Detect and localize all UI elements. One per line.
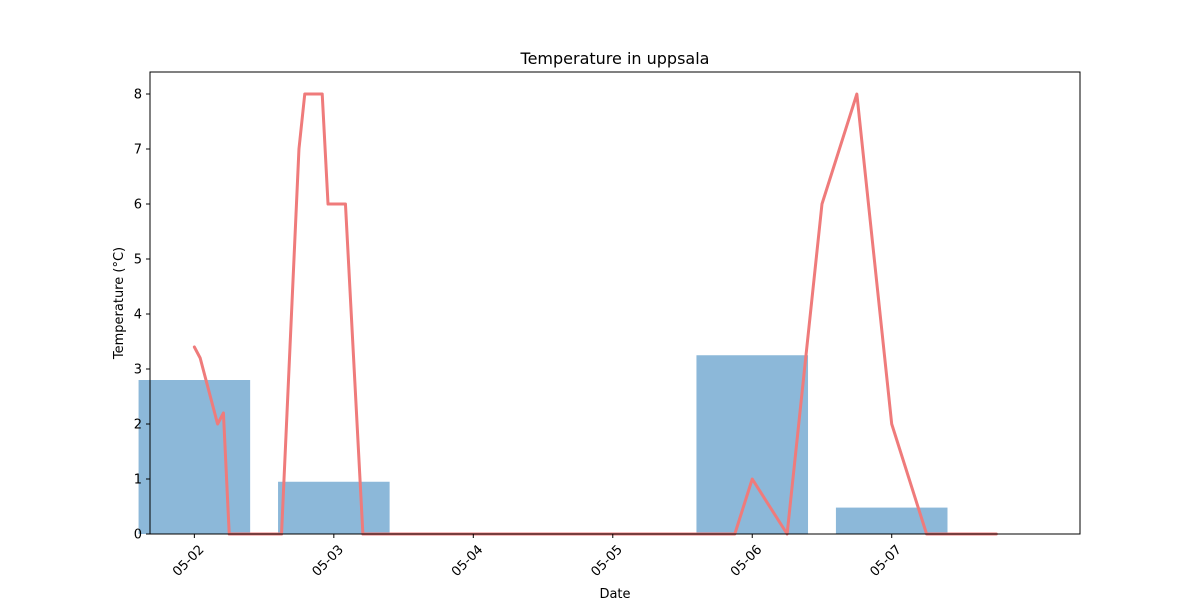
y-tick-label-1: 1: [134, 473, 142, 488]
bar-2023-05-07: [835, 507, 948, 534]
x-tick-label-05-03: 05-03: [310, 542, 347, 579]
x-tick-label-05-04: 05-04: [449, 542, 486, 579]
bar-2023-05-03: [278, 481, 390, 534]
plot-frame: [149, 71, 1081, 535]
y-tick-label-6: 6: [134, 198, 142, 213]
chart-title: Temperature in uppsala: [520, 49, 710, 68]
y-tick-label-3: 3: [134, 363, 142, 378]
y-axis-label: Temperature (°C): [112, 247, 127, 360]
temperature-line: [192, 92, 998, 536]
x-axis: 05-02 05-03 05-04 05-05 05-06 05-07: [170, 534, 905, 580]
x-tick-label-05-05: 05-05: [588, 542, 625, 579]
x-axis-label: Date: [599, 587, 630, 600]
y-tick-label-5: 5: [134, 253, 142, 268]
bar-2023-05-02: [138, 380, 251, 534]
y-axis: 0 1 2 3 4 5 6 7 8: [134, 88, 150, 543]
y-tick-label-7: 7: [134, 143, 142, 158]
y-tick-label-0: 0: [134, 528, 142, 543]
y-tick-label-8: 8: [134, 88, 142, 103]
line-layer: [192, 92, 998, 536]
x-tick-label-05-06: 05-06: [728, 542, 765, 579]
y-tick-label-2: 2: [134, 418, 142, 433]
y-tick-label-4: 4: [134, 308, 142, 323]
bars-layer: [138, 355, 948, 534]
x-tick-label-05-07: 05-07: [867, 542, 904, 579]
x-tick-label-05-02: 05-02: [170, 542, 207, 579]
